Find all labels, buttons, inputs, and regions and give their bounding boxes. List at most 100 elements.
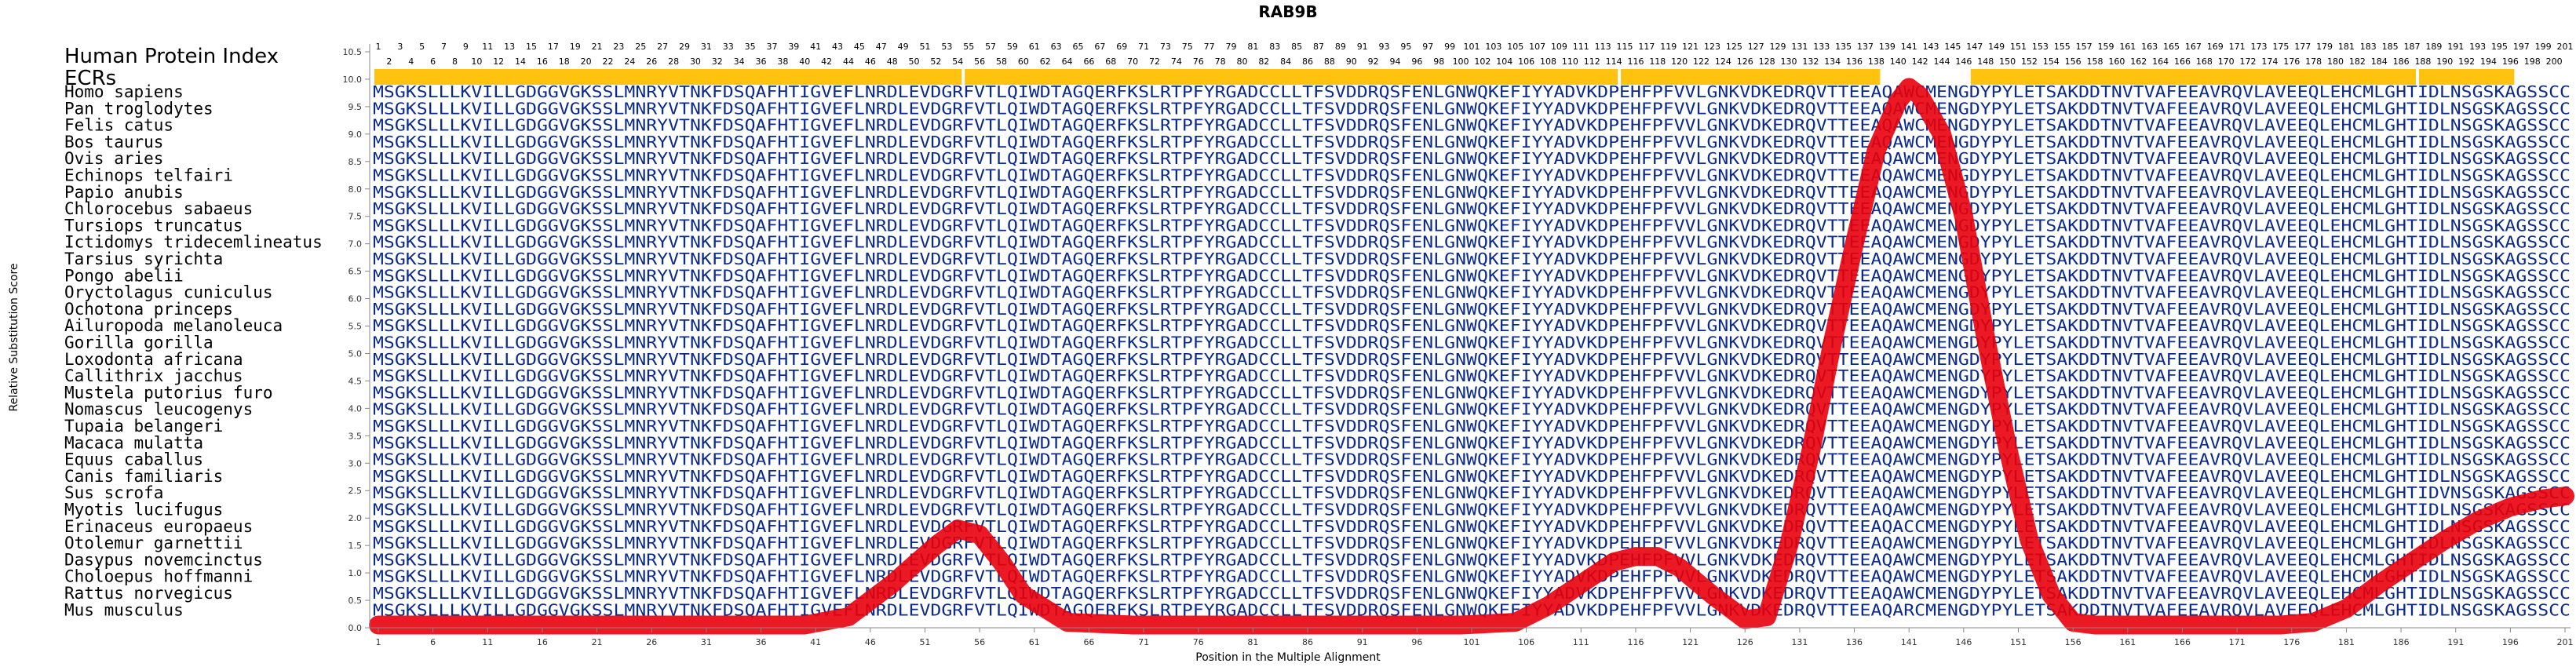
alignment-residue: G (395, 116, 406, 135)
alignment-residue: P (1652, 133, 1663, 151)
alignment-residue: R (1794, 133, 1806, 151)
alignment-residue: K (2494, 116, 2505, 135)
alignment-residue: P (1652, 116, 1663, 135)
alignment-residue: R (1105, 99, 1117, 118)
alignment-residue: L (450, 99, 461, 118)
alignment-residue: V (2209, 116, 2220, 135)
alignment-residue: T (1302, 116, 1313, 135)
alignment-residue: H (2395, 99, 2406, 118)
alignment-residue: S (603, 99, 614, 118)
alignment-residue: G (548, 82, 559, 101)
alignment-residue: G (1707, 116, 1718, 135)
alignment-residue: N (1717, 116, 1728, 135)
alignment-residue: E (1849, 99, 1860, 118)
alignment-residue: K (581, 116, 592, 135)
alignment-residue: A (1236, 133, 1247, 151)
alignment-residue: V (1575, 99, 1586, 118)
alignment-residue: A (1553, 116, 1564, 135)
alignment-residue: F (1313, 99, 1324, 118)
alignment-residue: V (1674, 99, 1685, 118)
alignment-residue: W (1466, 82, 1478, 101)
alignment-residue: G (537, 82, 548, 101)
alignment-residue: A (2155, 82, 2166, 101)
alignment-residue: G (570, 99, 581, 118)
alignment-residue: A (1236, 99, 1247, 118)
alignment-residue: D (1969, 116, 1980, 135)
alignment-residue: E (1499, 82, 1510, 101)
alignment-residue: E (1860, 82, 1871, 101)
alignment-residue: R (876, 99, 888, 118)
alignment-residue: G (1958, 82, 1969, 101)
alignment-residue: L (450, 82, 461, 101)
alignment-residue: G (1958, 116, 1969, 135)
alignment-residue: D (1597, 82, 1608, 101)
alignment-residue: G (1226, 99, 1237, 118)
alignment-residue: D (526, 133, 537, 151)
alignment-residue: Y (1980, 99, 1991, 118)
alignment-residue: E (1772, 116, 1783, 135)
alignment-residue: E (909, 82, 920, 101)
alignment-residue: V (2144, 116, 2155, 135)
alignment-residue: D (1040, 133, 1051, 151)
alignment-residue: H (2395, 82, 2406, 101)
alignment-residue: A (1553, 133, 1564, 151)
alignment-residue: S (1324, 99, 1335, 118)
alignment-residue: A (2155, 116, 2166, 135)
alignment-residue: K (1488, 82, 1499, 101)
alignment-residue: V (974, 99, 985, 118)
alignment-residue: C (2352, 116, 2363, 135)
alignment-residue: Y (1204, 99, 1215, 118)
alignment-residue: V (1816, 133, 1827, 151)
alignment-residue: L (1433, 82, 1444, 101)
alignment-residue: D (1357, 99, 1368, 118)
alignment-residue: K (460, 116, 471, 135)
alignment-residue: K (701, 133, 712, 151)
alignment-residue: R (1160, 133, 1172, 151)
alignment-residue: G (810, 133, 821, 151)
alignment-residue: L (2439, 82, 2450, 101)
alignment-residue: G (941, 99, 952, 118)
alignment-residue: K (1488, 116, 1499, 135)
alignment-residue: V (471, 133, 482, 151)
alignment-residue: R (646, 116, 658, 135)
alignment-residue: E (1094, 82, 1105, 101)
alignment-residue: D (1750, 82, 1761, 101)
alignment-residue: L (2253, 82, 2264, 101)
alignment-residue: H (2341, 116, 2352, 135)
alignment-residue: E (2023, 82, 2034, 101)
alignment-residue: V (821, 82, 832, 101)
alignment-residue: A (2505, 99, 2516, 118)
alignment-residue: W (1466, 116, 1478, 135)
alignment-residue: I (799, 99, 810, 118)
alignment-residue: C (1258, 82, 1269, 101)
alignment-residue: V (559, 116, 570, 135)
alignment-residue: L (1280, 133, 1291, 151)
alignment-residue: Q (1083, 82, 1094, 101)
alignment-residue: D (2078, 99, 2089, 118)
alignment-residue: L (2013, 99, 2024, 118)
alignment-residue: L (854, 82, 865, 101)
alignment-residue: L (996, 133, 1007, 151)
alignment-residue: I (1521, 133, 1532, 151)
alignment-residue: K (1761, 116, 1772, 135)
alignment-residue: V (974, 133, 985, 151)
alignment-residue: L (1291, 133, 1302, 151)
alignment-residue: K (1586, 133, 1597, 151)
alignment-residue: T (1051, 99, 1062, 118)
alignment-residue: G (810, 99, 821, 118)
alignment-residue: E (1619, 99, 1630, 118)
alignment-residue: M (373, 116, 384, 135)
alignment-residue: N (865, 133, 876, 151)
alignment-residue: K (581, 99, 592, 118)
alignment-residue: S (734, 82, 745, 101)
alignment-residue: K (1586, 116, 1597, 135)
alignment-residue: E (2297, 82, 2308, 101)
alignment-residue: N (1455, 99, 1466, 118)
alignment-residue: V (2144, 99, 2155, 118)
alignment-residue: A (2198, 82, 2209, 101)
alignment-residue: L (996, 82, 1007, 101)
alignment-residue: K (701, 99, 712, 118)
alignment-residue: Y (657, 116, 668, 135)
alignment-residue: H (1630, 116, 1641, 135)
